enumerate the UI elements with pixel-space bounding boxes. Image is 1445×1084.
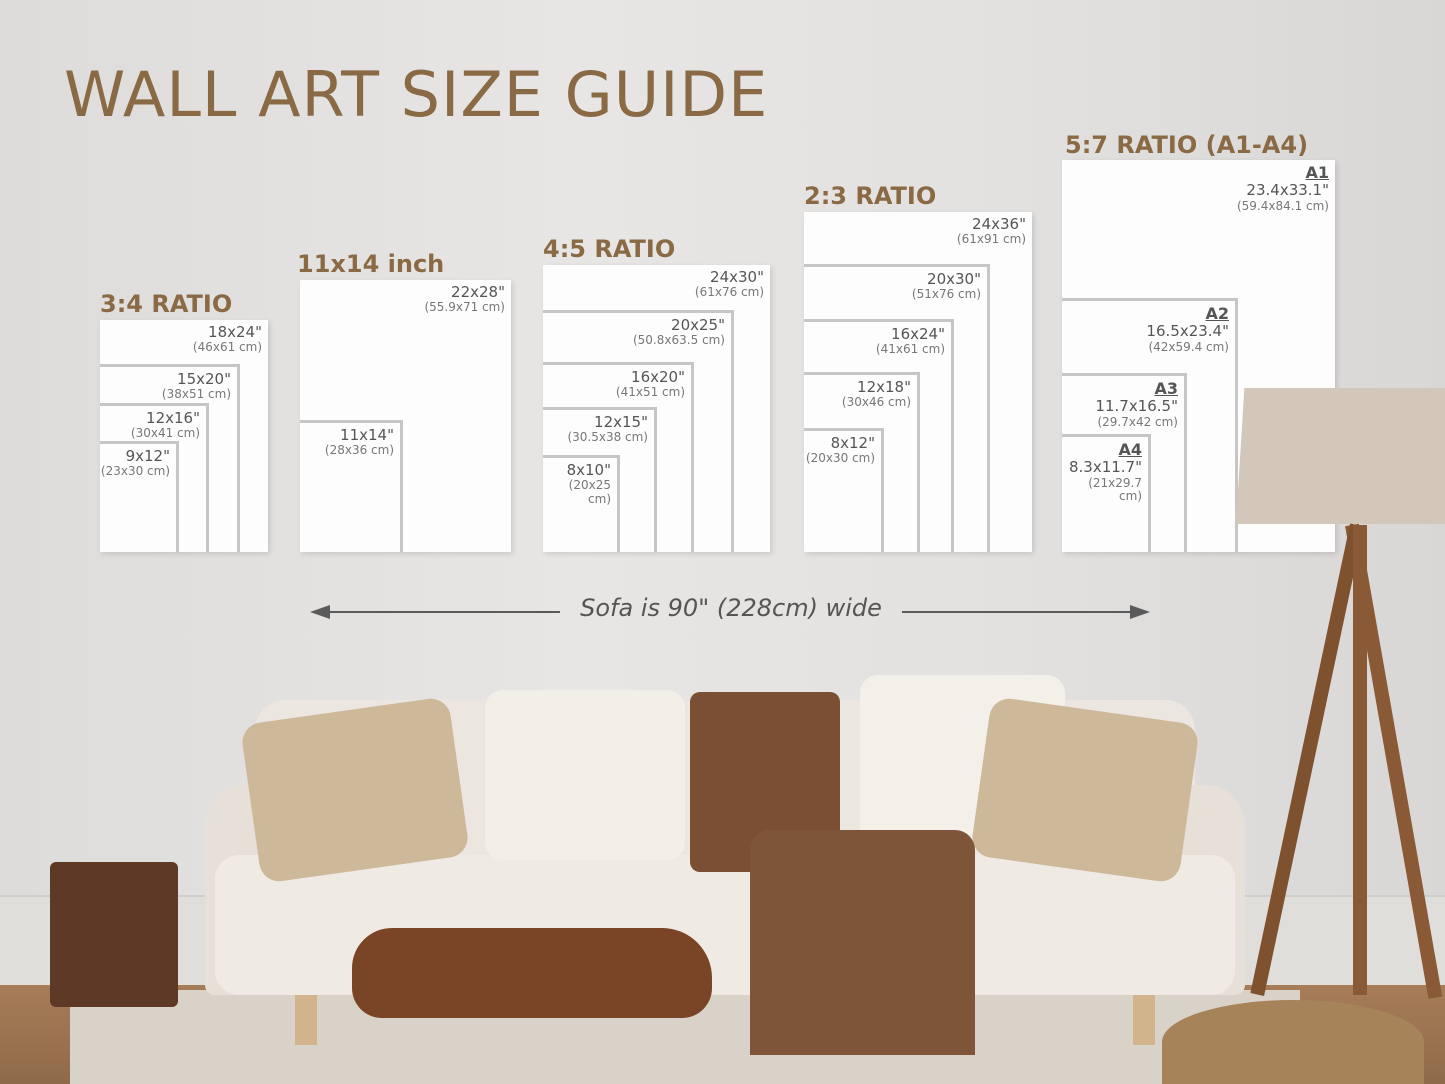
size-inches: 24x30"	[710, 268, 764, 286]
size-cm: (51x76 cm)	[911, 287, 981, 302]
size-label: A4 8.3x11.7" (21x29.7 cm)	[1062, 440, 1142, 504]
group-heading: 5:7 RATIO (A1-A4)	[1065, 131, 1309, 159]
size-inches: 22x28"	[451, 283, 505, 301]
size-cm: (21x29.7 cm)	[1088, 475, 1142, 504]
size-frame: 8x10" (20x25 cm)	[543, 455, 620, 552]
size-label: 8x12" (20x30 cm)	[805, 434, 875, 466]
magazine-rack	[50, 862, 178, 1007]
size-inches: 24x36"	[972, 215, 1026, 233]
paper-size-name: A4	[1118, 440, 1142, 459]
size-inches: 8x12"	[830, 434, 875, 452]
size-label: A1 23.4x33.1" (59.4x84.1 cm)	[1236, 163, 1329, 213]
arrow-left-head-icon	[310, 605, 330, 619]
size-cm: (29.7x42 cm)	[1097, 414, 1178, 429]
size-label: 20x30" (51x76 cm)	[911, 270, 981, 302]
size-inches: 8x10"	[566, 461, 611, 479]
size-inches: 12x18"	[857, 378, 911, 396]
size-inches: 16.5x23.4"	[1146, 322, 1229, 341]
size-inches: 8.3x11.7"	[1068, 458, 1142, 477]
coffee-table	[352, 928, 712, 1018]
size-label: 9x12" (23x30 cm)	[100, 447, 170, 479]
size-label: 24x36" (61x91 cm)	[956, 215, 1026, 247]
size-cm: (23x30 cm)	[100, 464, 170, 479]
size-cm: (20x30 cm)	[805, 451, 875, 466]
size-cm: (41x61 cm)	[875, 342, 945, 357]
size-cm: (20x25 cm)	[568, 478, 611, 507]
size-inches: 12x15"	[594, 413, 648, 431]
size-label: 12x15" (30.5x38 cm)	[567, 413, 648, 445]
size-cm: (55.9x71 cm)	[424, 300, 505, 315]
size-inches: 20x25"	[671, 316, 725, 334]
paper-size-name: A1	[1305, 163, 1329, 182]
size-inches: 11x14"	[340, 426, 394, 444]
size-label: 11x14" (28x36 cm)	[324, 426, 394, 458]
wicker-pouf	[1162, 1000, 1424, 1084]
size-label: 18x24" (46x61 cm)	[192, 323, 262, 355]
size-label: 15x20" (38x51 cm)	[161, 370, 231, 402]
size-cm: (30.5x38 cm)	[567, 430, 648, 445]
size-frame: 9x12" (23x30 cm)	[100, 441, 179, 552]
size-frame: A4 8.3x11.7" (21x29.7 cm)	[1062, 434, 1151, 552]
size-label: 24x30" (61x76 cm)	[694, 268, 764, 300]
size-inches: 18x24"	[208, 323, 262, 341]
size-cm: (46x61 cm)	[192, 340, 262, 355]
size-label: A3 11.7x16.5" (29.7x42 cm)	[1095, 379, 1178, 429]
sofa-width-note: Sofa is 90" (228cm) wide	[580, 594, 882, 622]
size-label: 22x28" (55.9x71 cm)	[424, 283, 505, 315]
group-heading: 4:5 RATIO	[543, 235, 676, 263]
size-inches: 15x20"	[177, 370, 231, 388]
size-label: 16x24" (41x61 cm)	[875, 325, 945, 357]
paper-size-name: A3	[1154, 379, 1178, 398]
size-inches: 16x24"	[891, 325, 945, 343]
size-label: 16x20" (41x51 cm)	[615, 368, 685, 400]
size-cm: (59.4x84.1 cm)	[1236, 198, 1329, 213]
arrow-right-head-icon	[1130, 605, 1150, 619]
size-inches: 23.4x33.1"	[1246, 181, 1329, 200]
size-label: 12x18" (30x46 cm)	[841, 378, 911, 410]
size-label: 8x10" (20x25 cm)	[543, 461, 611, 507]
size-cm: (61x91 cm)	[956, 232, 1026, 247]
group-heading: 2:3 RATIO	[804, 182, 937, 210]
group-heading: 11x14 inch	[297, 250, 445, 278]
lamp-tripod	[1250, 523, 1443, 1005]
size-label: A2 16.5x23.4" (42x59.4 cm)	[1146, 304, 1229, 354]
arrow-left	[318, 611, 560, 613]
size-cm: (30x46 cm)	[841, 395, 911, 410]
size-cm: (42x59.4 cm)	[1148, 339, 1229, 354]
size-frame: 8x12" (20x30 cm)	[804, 428, 884, 552]
size-inches: 16x20"	[631, 368, 685, 386]
arrow-right	[902, 611, 1142, 613]
size-cm: (61x76 cm)	[694, 285, 764, 300]
page-title: WALL ART SIZE GUIDE	[64, 58, 769, 131]
size-label: 20x25" (50.8x63.5 cm)	[632, 316, 725, 348]
size-inches: 9x12"	[125, 447, 170, 465]
size-cm: (38x51 cm)	[161, 387, 231, 402]
size-inches: 11.7x16.5"	[1095, 397, 1178, 416]
sofa	[205, 675, 1245, 1055]
size-cm: (50.8x63.5 cm)	[632, 333, 725, 348]
size-cm: (41x51 cm)	[615, 385, 685, 400]
size-inches: 12x16"	[146, 409, 200, 427]
size-cm: (30x41 cm)	[130, 426, 200, 441]
size-label: 12x16" (30x41 cm)	[130, 409, 200, 441]
group-heading: 3:4 RATIO	[100, 290, 233, 318]
size-frame: 11x14" (28x36 cm)	[300, 420, 403, 552]
size-cm: (28x36 cm)	[324, 443, 394, 458]
size-inches: 20x30"	[927, 270, 981, 288]
lamp-shade	[1236, 388, 1445, 524]
paper-size-name: A2	[1205, 304, 1229, 323]
